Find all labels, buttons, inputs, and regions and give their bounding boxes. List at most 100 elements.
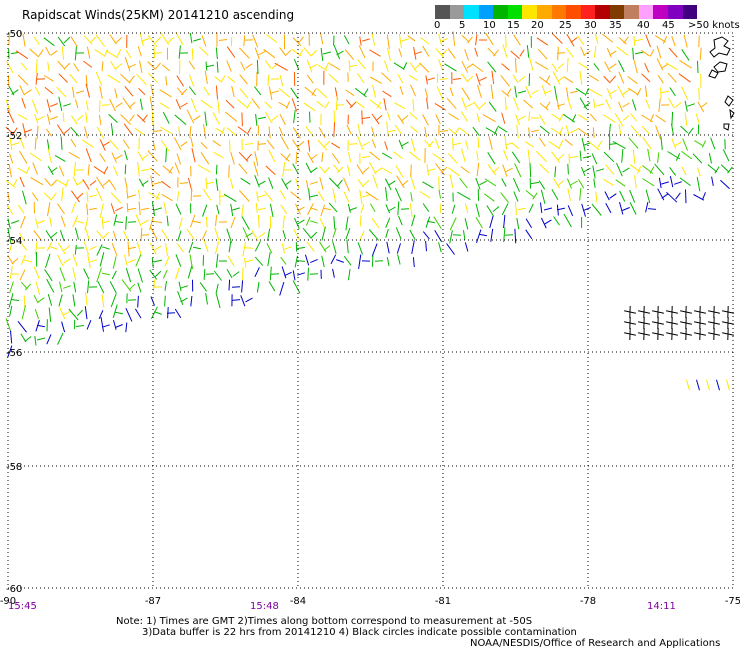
wind-vector (307, 267, 309, 281)
wind-vector (514, 163, 522, 178)
wind-vector (440, 166, 448, 174)
wind-vector (15, 50, 29, 60)
wind-vector (50, 116, 58, 120)
wind-vector (424, 88, 429, 99)
wind-vector (310, 49, 318, 57)
wind-vector (357, 242, 363, 255)
wind-vector (237, 126, 247, 134)
wind-vector (254, 47, 260, 60)
wind-vector (408, 74, 419, 82)
note-line-2: 3)Data buffer is 22 hrs from 20141210 4)… (142, 627, 577, 638)
wind-vector (160, 31, 170, 45)
wind-vector (466, 102, 474, 108)
wind-vector (649, 166, 655, 174)
wind-vector (115, 102, 123, 108)
wind-vector (161, 193, 173, 202)
wind-vector (150, 306, 158, 319)
wind-vector (58, 73, 68, 83)
wind-vector (141, 219, 149, 225)
wind-vector (215, 214, 218, 227)
wind-vector (321, 152, 324, 163)
wind-vector (192, 220, 202, 224)
wind-vector (175, 203, 182, 215)
wind-vector (95, 34, 106, 47)
wind-vector (666, 191, 678, 203)
wind-vector (518, 76, 526, 82)
lat-labels: -50 -52 -54 -56 -58 -60 (6, 29, 22, 595)
wind-vector (8, 85, 15, 96)
wind-vector (20, 254, 26, 266)
wind-vector (7, 109, 15, 124)
wind-vector (371, 126, 375, 137)
wind-vector (425, 75, 428, 85)
legend-label-45: 45 (662, 20, 675, 31)
wind-vector (655, 125, 662, 140)
wind-vector (11, 258, 19, 264)
wind-vector (714, 166, 720, 174)
wind-vector (452, 234, 462, 236)
wind-vector (45, 128, 52, 137)
wind-vector (583, 206, 591, 212)
wind-vector (436, 85, 444, 101)
wind-vector (397, 254, 401, 265)
wind-vector (519, 49, 525, 57)
wind-vector (329, 62, 341, 71)
wind-vector (540, 189, 546, 205)
wind-vector (596, 168, 604, 172)
wind-vector (297, 141, 305, 147)
wind-vector (619, 190, 626, 202)
wind-vector (328, 73, 339, 84)
wind-vector (58, 294, 63, 307)
wind-vector (385, 204, 391, 214)
wind-vector (284, 246, 292, 250)
wind-vector (310, 181, 318, 185)
wind-vector (165, 76, 168, 86)
wind-vector (319, 241, 327, 253)
wind-vector (11, 89, 19, 95)
wind-vector (333, 122, 336, 138)
wind-vector (86, 46, 91, 59)
wind-vector (217, 100, 220, 114)
wind-vector (282, 215, 285, 229)
wind-vector (303, 102, 316, 112)
wind-vector (241, 204, 244, 218)
wind-vector (127, 246, 137, 250)
wind-vector (554, 86, 558, 101)
wind-vector (355, 100, 365, 109)
wind-vector (642, 165, 654, 174)
wind-vector (17, 167, 27, 174)
wind-vector (345, 99, 353, 108)
wind-vector (98, 114, 102, 126)
wind-vector (628, 87, 639, 96)
wind-vector (254, 151, 259, 167)
wind-vector (50, 50, 58, 56)
wind-vector (707, 164, 718, 173)
wind-vector (187, 265, 193, 279)
wind-vector (593, 45, 597, 58)
wind-vector (449, 173, 454, 189)
wind-vector (59, 229, 65, 242)
wind-vector (460, 111, 468, 122)
wind-vector (464, 218, 469, 230)
wind-vector (190, 214, 196, 228)
wind-vector (602, 114, 616, 123)
wind-vector (96, 244, 103, 256)
wind-vector (56, 124, 65, 136)
wind-vector (19, 176, 25, 188)
wind-vector (369, 203, 376, 212)
wind-vector (190, 98, 198, 113)
wind-vector (54, 154, 66, 162)
wind-vector (29, 152, 42, 162)
wind-vector (150, 175, 154, 188)
wind-vector (394, 187, 402, 202)
wind-vector (17, 204, 25, 214)
wind-vector (203, 87, 211, 96)
legend-swatch (566, 5, 581, 19)
wind-vector (425, 240, 427, 252)
wind-vector (239, 88, 249, 99)
wind-vector (475, 73, 481, 86)
wind-vector (579, 188, 582, 201)
lon-label: -78 (580, 596, 596, 607)
wind-vector (569, 155, 579, 159)
wind-vector (97, 281, 105, 294)
